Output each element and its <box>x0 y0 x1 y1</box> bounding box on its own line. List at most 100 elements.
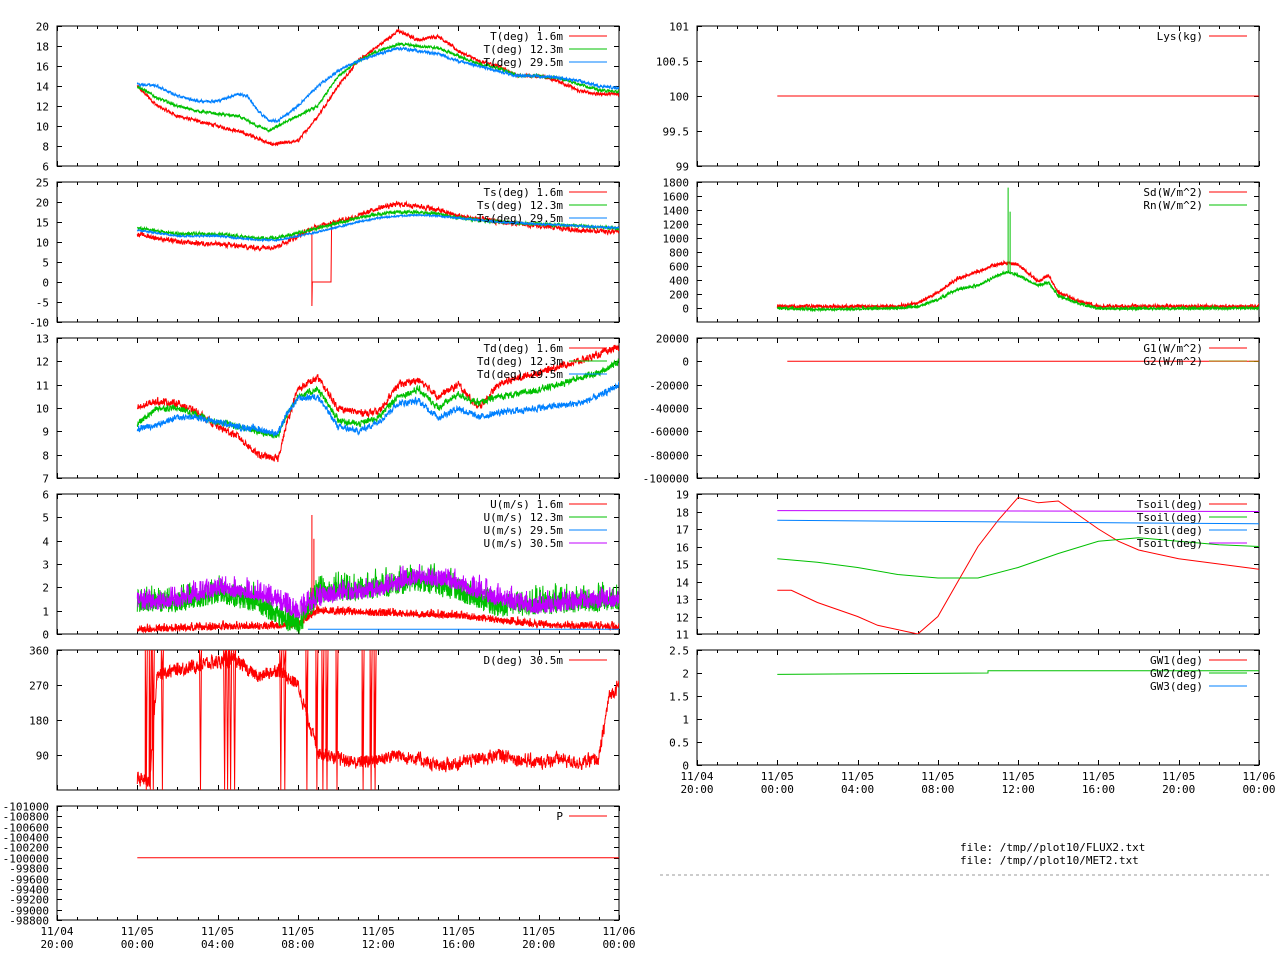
y-tick-label: 0 <box>682 303 689 316</box>
y-tick-label: -100800 <box>3 811 49 824</box>
legend-label: Ts(deg) 12.3m <box>477 199 563 212</box>
legend-label: Rn(W/m^2) <box>1143 199 1203 212</box>
y-tick-label: 270 <box>29 680 49 693</box>
panel-g: -100000 -80000 -60000 -40000 -20000 0 20000 G1(… <box>643 333 1260 486</box>
y-tick-label: -101000 <box>3 801 49 814</box>
y-tick-label: 0 <box>682 356 689 369</box>
legend-label: Sd(W/m^2) <box>1143 186 1203 199</box>
series-line <box>136 200 619 252</box>
y-tick-label: 11 <box>36 380 49 393</box>
y-tick-label: -10 <box>29 317 49 330</box>
x-tick-label: 08:00 <box>921 783 954 796</box>
y-tick-label: -5 <box>36 297 49 310</box>
series-line <box>136 380 619 438</box>
series-line <box>136 604 619 634</box>
x-tick-label: 11/06 <box>1242 770 1275 783</box>
series-line <box>776 270 1259 313</box>
series-line <box>777 537 1259 579</box>
file-note: file: /tmp//plot10/MET2.txt <box>960 854 1139 867</box>
y-tick-label: 15 <box>676 559 689 572</box>
legend-label: Tsoil(deg) <box>1137 524 1203 537</box>
x-tick-label: 11/05 <box>921 770 954 783</box>
x-tick-label: 11/05 <box>1082 770 1115 783</box>
y-tick-label: -20000 <box>649 380 689 393</box>
y-tick-label: 1 <box>42 606 49 619</box>
x-tick-label: 11/05 <box>442 925 475 938</box>
y-tick-label: 3 <box>42 559 49 572</box>
series-line <box>777 519 1259 525</box>
x-tick-label: 04:00 <box>201 938 234 951</box>
y-tick-label: 2.5 <box>669 645 689 658</box>
x-tick-label: 00:00 <box>761 783 794 796</box>
legend-label: T(deg) 12.3m <box>484 43 564 56</box>
y-tick-label: 10 <box>36 237 49 250</box>
y-tick-label: 7 <box>42 473 49 486</box>
y-tick-label: 11 <box>676 629 689 642</box>
y-tick-label: 800 <box>669 247 689 260</box>
x-tick-label: 04:00 <box>841 783 874 796</box>
y-tick-label: 14 <box>36 81 50 94</box>
x-tick-label: 16:00 <box>442 938 475 951</box>
y-tick-label: 17 <box>676 524 689 537</box>
legend-label: GW2(deg) <box>1150 667 1203 680</box>
x-tick-label: 11/05 <box>522 925 555 938</box>
x-tick-label: 11/05 <box>761 770 794 783</box>
y-tick-label: -100200 <box>3 842 49 855</box>
y-tick-label: -100600 <box>3 822 49 835</box>
y-tick-label: 12 <box>36 356 49 369</box>
legend-label: D(deg) 30.5m <box>484 654 564 667</box>
series-line <box>136 650 619 790</box>
legend-label: Td(deg) 29.5m <box>477 368 563 381</box>
legend-label: Lys(kg) <box>1157 30 1203 43</box>
y-tick-label: 1200 <box>663 219 690 232</box>
y-tick-label: 20 <box>36 197 49 210</box>
file-note: file: /tmp//plot10/FLUX2.txt <box>960 841 1145 854</box>
y-tick-label: 18 <box>36 41 49 54</box>
x-tick-label: 00:00 <box>121 938 154 951</box>
legend-label: T(deg) 29.5m <box>484 56 564 69</box>
y-tick-label: -60000 <box>649 426 689 439</box>
y-tick-label: -100000 <box>3 853 49 866</box>
panel-tsoil: 111213141516171819Tsoil(deg)Tsoil(deg)Ts… <box>676 489 1260 642</box>
legend-label: G2(W/m^2) <box>1143 355 1203 368</box>
x-tick-label: 11/04 <box>680 770 713 783</box>
y-tick-label: 2 <box>682 668 689 681</box>
plot-frame <box>56 805 620 921</box>
y-tick-label: -99600 <box>9 874 49 887</box>
y-tick-label: 180 <box>29 715 49 728</box>
y-tick-label: 6 <box>42 489 49 502</box>
y-tick-label: 0 <box>682 760 689 773</box>
y-tick-label: 10 <box>36 121 49 134</box>
y-tick-label: 1800 <box>663 177 690 190</box>
y-tick-label: 6 <box>42 161 49 174</box>
y-tick-label: 10 <box>36 403 49 416</box>
panel-d: 90 180 270 360 D(deg) 30.5m <box>29 645 620 791</box>
series-line <box>136 213 619 243</box>
x-tick-label: 11/05 <box>362 925 395 938</box>
y-tick-label: -99400 <box>9 884 49 897</box>
legend-label: Ts(deg) 29.5m <box>477 212 563 225</box>
y-tick-label: 8 <box>42 141 49 154</box>
x-tick-label: 00:00 <box>602 938 635 951</box>
y-tick-label: 1400 <box>663 205 690 218</box>
legend-label: Tsoil(deg) <box>1137 498 1203 511</box>
y-tick-label: 99 <box>676 161 689 174</box>
x-tick-label: 11/05 <box>841 770 874 783</box>
y-tick-label: 13 <box>676 594 689 607</box>
y-tick-label: 100 <box>669 91 689 104</box>
y-tick-label: 0 <box>42 277 49 290</box>
legend-label: Tsoil(deg) <box>1137 537 1203 550</box>
y-tick-label: 101 <box>669 21 689 34</box>
panel-p: -101000-100800-100600-100400-100200-1000… <box>3 801 636 952</box>
x-tick-label: 11/05 <box>1162 770 1195 783</box>
panel-gw: 0 0.5 1 1.5 2 2.5 GW1(deg)GW2(deg)GW3(deg) 11/0… <box>669 645 1275 797</box>
x-tick-label: 12:00 <box>1002 783 1035 796</box>
y-tick-label: 8 <box>42 450 49 463</box>
legend-label: Td(deg) 12.3m <box>477 355 563 368</box>
legend-label: G1(W/m^2) <box>1143 342 1203 355</box>
y-tick-label: 0 <box>42 629 49 642</box>
y-tick-label: 19 <box>676 489 689 502</box>
